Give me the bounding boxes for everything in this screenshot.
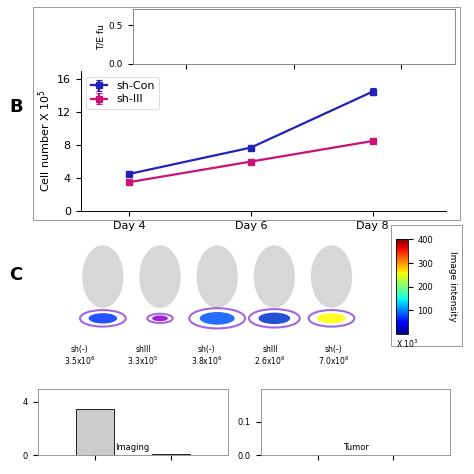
Text: shIII: shIII [136, 345, 151, 354]
Y-axis label: T/E fu: T/E fu [97, 24, 106, 50]
Text: Image intensity: Image intensity [448, 251, 457, 322]
Text: Imaging: Imaging [116, 443, 150, 452]
Ellipse shape [200, 312, 235, 325]
Ellipse shape [197, 246, 238, 308]
Text: 2.6x10$^6$: 2.6x10$^6$ [255, 355, 286, 367]
Text: sh(-): sh(-) [325, 345, 343, 354]
Text: C: C [9, 266, 23, 284]
Ellipse shape [139, 246, 181, 308]
Ellipse shape [317, 313, 346, 323]
Ellipse shape [258, 313, 290, 324]
Ellipse shape [82, 246, 124, 308]
Text: Tumor: Tumor [343, 443, 368, 452]
Legend: sh-Con, sh-III: sh-Con, sh-III [86, 77, 159, 109]
Text: 3.8x10$^6$: 3.8x10$^6$ [191, 355, 222, 367]
Ellipse shape [89, 313, 117, 323]
Ellipse shape [311, 246, 352, 308]
Y-axis label: Cell number X 10$^5$: Cell number X 10$^5$ [36, 90, 53, 192]
Text: 7.0x10$^6$: 7.0x10$^6$ [318, 355, 349, 367]
Text: 3.3x10$^5$: 3.3x10$^5$ [128, 355, 159, 367]
Text: 3.5x10$^6$: 3.5x10$^6$ [64, 355, 95, 367]
Text: sh(-): sh(-) [198, 345, 216, 354]
Bar [152, 454, 190, 455]
Ellipse shape [254, 246, 295, 308]
Bar [76, 409, 114, 455]
Text: sh(-): sh(-) [71, 345, 89, 354]
Text: B: B [9, 98, 23, 116]
Ellipse shape [152, 316, 168, 321]
Text: X 10$^3$: X 10$^3$ [396, 337, 418, 350]
Text: shIII: shIII [263, 345, 278, 354]
